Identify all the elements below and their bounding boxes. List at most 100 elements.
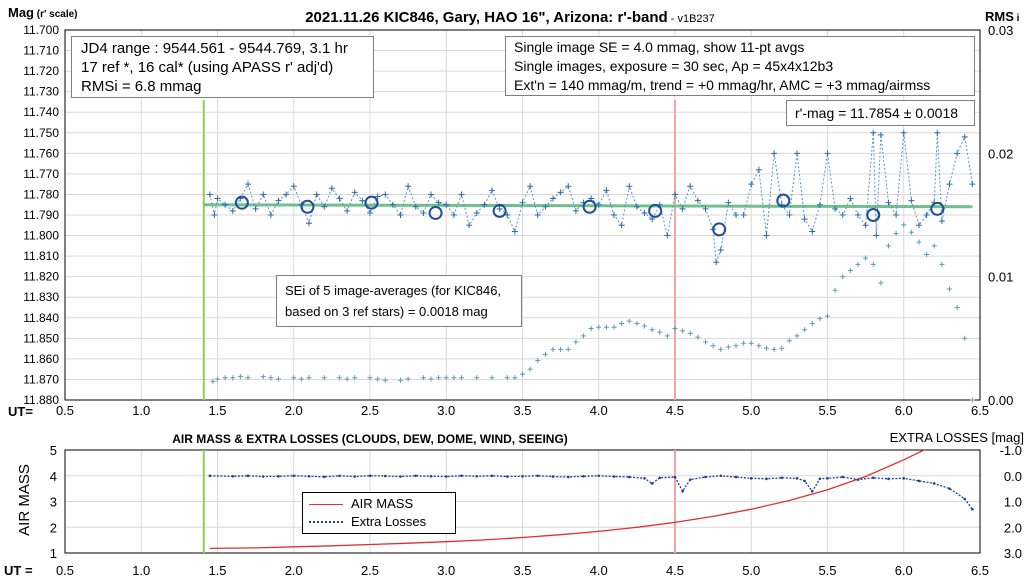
y2-tick-label: 0.02: [988, 146, 1013, 161]
rms-point: [969, 397, 975, 403]
rms-point: [954, 305, 960, 310]
rms-point: [802, 327, 808, 333]
air-mass-line: [209, 450, 926, 550]
single-image-point: [934, 129, 941, 136]
single-image-point: [873, 232, 880, 239]
extra-losses-point: [582, 474, 585, 478]
legend: AIR MASS Extra Losses: [302, 492, 456, 534]
single-image-point: [916, 222, 922, 229]
extra-losses-point: [429, 474, 433, 478]
extra-losses-point: [627, 475, 631, 479]
legend-label-air-mass: AIR MASS: [351, 496, 414, 511]
y-axis-label: Mag (r' scale): [8, 5, 78, 20]
rms-point: [535, 358, 541, 364]
single-image-point: [260, 191, 267, 198]
y-tick-label: 1: [50, 546, 57, 561]
extra-losses-point: [460, 474, 463, 478]
rms-point: [588, 325, 594, 331]
annotation-line: SEi of 5 image-averages (for KIC846,: [285, 283, 502, 298]
y-tick-label: 4: [50, 469, 57, 484]
x-tick-label: 3.0: [437, 563, 455, 578]
plot-frame: [64, 29, 981, 401]
single-image-point: [595, 201, 602, 208]
extra-losses-point: [414, 474, 418, 478]
single-image-point: [969, 181, 976, 188]
y-tick-label: 11.870: [23, 372, 59, 386]
y-tick-label: 11.860: [23, 352, 59, 366]
extra-losses-point: [856, 478, 860, 481]
rms-point: [725, 344, 731, 350]
legend-item-extra-losses: Extra Losses: [309, 513, 449, 531]
rms-point: [520, 371, 525, 377]
single-image-point: [809, 228, 816, 235]
single-image-point: [534, 212, 541, 218]
single-image-point: [954, 150, 961, 157]
extra-losses-point: [505, 475, 509, 478]
single-image-point: [641, 209, 648, 216]
single-image-point: [702, 205, 709, 212]
single-image-point: [816, 201, 823, 208]
rms-point: [642, 323, 647, 329]
rms-point: [680, 328, 686, 334]
y-tick-label: 11.830: [23, 290, 59, 304]
extra-losses-point: [749, 477, 753, 480]
rms-point: [451, 375, 457, 381]
single-image-point: [801, 216, 808, 223]
y-tick-label: 11.840: [23, 311, 59, 325]
rms-point: [573, 339, 579, 345]
average-point: [866, 208, 881, 222]
single-image-point: [344, 207, 351, 214]
extra-losses-point: [353, 475, 357, 478]
single-image-point: [855, 212, 861, 218]
y-tick-label: 11.820: [23, 270, 59, 284]
single-image-point: [664, 232, 671, 239]
single-image-point: [489, 187, 495, 194]
single-image-point: [618, 222, 625, 229]
y2-tick-label: 0.03: [988, 23, 1013, 38]
x-tick-label: 6.0: [895, 563, 913, 578]
extra-losses-point: [368, 474, 372, 478]
y-tick-label: 11.750: [23, 126, 59, 140]
x-tick-label: 0.5: [56, 403, 74, 418]
y-tick-label: 11.800: [23, 229, 59, 243]
x-tick-label: 1.0: [132, 403, 150, 418]
single-image-point: [466, 222, 473, 229]
single-image-point: [679, 205, 686, 212]
single-image-point: [713, 259, 720, 266]
single-image-point: [496, 205, 503, 212]
rms-point: [596, 324, 602, 330]
rms-point: [748, 340, 754, 346]
rms-point: [794, 333, 800, 339]
annotation-line: JD4 range : 9544.561 - 9544.769, 3.1 hr: [81, 40, 348, 57]
single-image-point: [481, 201, 488, 208]
rms-point: [321, 375, 327, 381]
extra-losses-point: [681, 489, 684, 493]
extra-losses-point: [307, 474, 311, 478]
y2-axis-label: RMS i: [985, 9, 1020, 24]
average-point: [712, 222, 727, 237]
x-tick-label: 5.0: [742, 403, 760, 418]
single-image-point: [275, 197, 282, 204]
y-tick-label: 5: [50, 443, 57, 458]
extra-losses-point: [597, 474, 601, 478]
single-image-point: [367, 209, 373, 216]
rms-point: [344, 376, 350, 382]
x-tick-label: 6.5: [971, 563, 989, 578]
y-tick-label: 11.720: [23, 64, 59, 78]
extra-losses-point: [810, 489, 814, 493]
rms-point: [436, 375, 442, 381]
average-point: [300, 199, 315, 214]
x-axis-label: UT =: [4, 563, 33, 578]
single-image-point: [923, 212, 930, 218]
rms-point: [443, 375, 449, 381]
average-point: [776, 193, 791, 208]
single-image-point: [382, 191, 389, 198]
single-image-point: [603, 187, 610, 194]
single-image-point: [786, 212, 793, 218]
x-tick-label: 3.5: [513, 563, 531, 578]
rms-point: [222, 375, 228, 381]
annotation-line: based on 3 ref stars) = 0.0018 mag: [285, 304, 488, 319]
rms-point: [337, 375, 342, 381]
single-image-point: [245, 181, 251, 188]
exposure-info-annotation: Single image SE = 4.0 mmag, show 11-pt a…: [505, 36, 975, 96]
